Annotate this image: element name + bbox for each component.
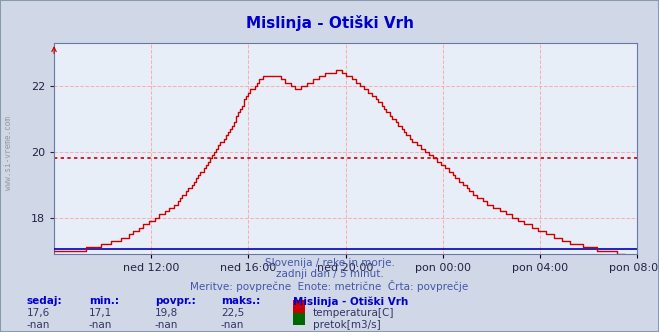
Text: 19,8: 19,8: [155, 308, 178, 318]
Text: zadnji dan / 5 minut.: zadnji dan / 5 minut.: [275, 269, 384, 279]
Text: min.:: min.:: [89, 296, 119, 306]
Text: sedaj:: sedaj:: [26, 296, 62, 306]
Text: Mislinja - Otiški Vrh: Mislinja - Otiški Vrh: [293, 296, 409, 307]
Text: Slovenija / reke in morje.: Slovenija / reke in morje.: [264, 258, 395, 268]
Text: www.si-vreme.com: www.si-vreme.com: [4, 116, 13, 190]
Text: -nan: -nan: [26, 320, 49, 330]
Text: Meritve: povprečne  Enote: metrične  Črta: povprečje: Meritve: povprečne Enote: metrične Črta:…: [190, 280, 469, 291]
Text: -nan: -nan: [89, 320, 112, 330]
Text: temperatura[C]: temperatura[C]: [313, 308, 395, 318]
Text: maks.:: maks.:: [221, 296, 260, 306]
Text: -nan: -nan: [155, 320, 178, 330]
Text: Mislinja - Otiški Vrh: Mislinja - Otiški Vrh: [246, 15, 413, 31]
Text: pretok[m3/s]: pretok[m3/s]: [313, 320, 381, 330]
Text: povpr.:: povpr.:: [155, 296, 196, 306]
Text: 22,5: 22,5: [221, 308, 244, 318]
Text: 17,1: 17,1: [89, 308, 112, 318]
Text: -nan: -nan: [221, 320, 244, 330]
Text: 17,6: 17,6: [26, 308, 49, 318]
